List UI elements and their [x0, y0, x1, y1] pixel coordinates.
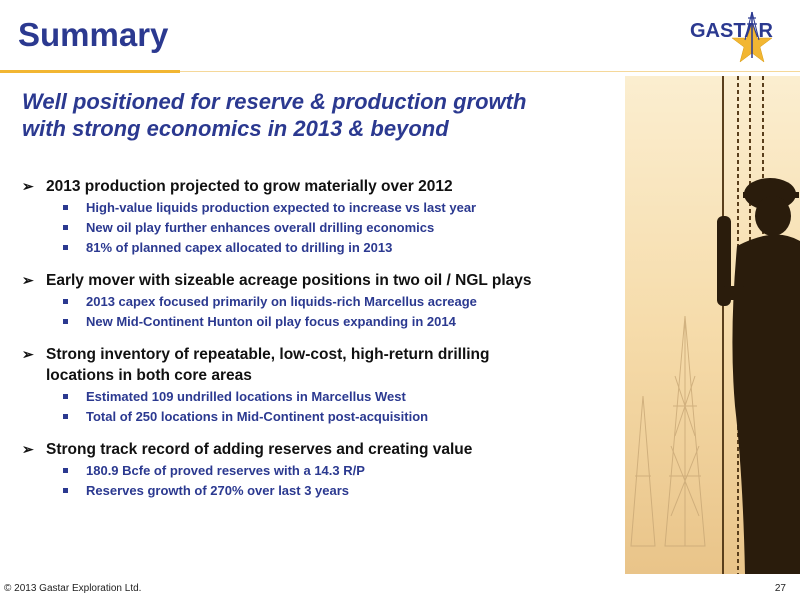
- sub-bullet-item: 81% of planned capex allocated to drilli…: [22, 238, 622, 258]
- bullet-text-line-2: locations in both core areas: [46, 367, 252, 384]
- square-bullet-icon: [63, 319, 68, 324]
- page-number: 27: [774, 583, 786, 594]
- bullet-text: 2013 production projected to grow materi…: [46, 178, 453, 195]
- arrow-bullet-icon: ➢: [22, 346, 34, 362]
- sub-bullet-text: 180.9 Bcfe of proved reserves with a 14.…: [86, 463, 365, 478]
- square-bullet-icon: [63, 245, 68, 250]
- sub-bullet-item: New Mid-Continent Hunton oil play focus …: [22, 312, 622, 332]
- sub-bullet-item: High-value liquids production expected t…: [22, 198, 622, 218]
- sub-bullet-item: New oil play further enhances overall dr…: [22, 218, 622, 238]
- summary-bullets: ➢ 2013 production projected to grow mate…: [22, 176, 622, 513]
- sub-bullet-text: New Mid-Continent Hunton oil play focus …: [86, 314, 456, 329]
- title-underline: [0, 70, 180, 73]
- sub-bullet-text: High-value liquids production expected t…: [86, 200, 477, 215]
- slide-subtitle: Well positioned for reserve & production…: [22, 88, 622, 142]
- bullet-group-production: ➢ 2013 production projected to grow mate…: [22, 176, 622, 258]
- subtitle-line-2: with strong economics in 2013 & beyond: [22, 116, 449, 141]
- sub-bullet-text: Reserves growth of 270% over last 3 year…: [86, 483, 350, 498]
- bullet-group-reserves: ➢ Strong track record of adding reserves…: [22, 439, 622, 501]
- sub-bullet-item: Estimated 109 undrilled locations in Mar…: [22, 387, 622, 407]
- page-title: Summary: [18, 16, 169, 53]
- sub-bullet-text: New oil play further enhances overall dr…: [86, 220, 435, 235]
- arrow-bullet-icon: ➢: [22, 441, 34, 457]
- sub-bullet-item: 2013 capex focused primarily on liquids-…: [22, 292, 622, 312]
- bullet-text: Strong track record of adding reserves a…: [46, 441, 473, 458]
- square-bullet-icon: [63, 414, 68, 419]
- arrow-bullet-icon: ➢: [22, 272, 34, 288]
- company-logo: GASTAR: [690, 10, 780, 63]
- bullet-text-line-1: Strong inventory of repeatable, low-cost…: [46, 346, 490, 363]
- subtitle-line-1: Well positioned for reserve & production…: [22, 89, 527, 114]
- sub-bullet-text: Estimated 109 undrilled locations in Mar…: [86, 389, 406, 404]
- sub-bullet-text: Total of 250 locations in Mid-Continent …: [86, 409, 429, 424]
- bullet-item: ➢ Strong inventory of repeatable, low-co…: [22, 344, 622, 386]
- bullet-text: Early mover with sizeable acreage positi…: [46, 272, 532, 289]
- sub-bullet-text: 81% of planned capex allocated to drilli…: [86, 240, 393, 255]
- bullet-group-acreage: ➢ Early mover with sizeable acreage posi…: [22, 270, 622, 332]
- bullet-group-inventory: ➢ Strong inventory of repeatable, low-co…: [22, 344, 622, 427]
- bullet-item: ➢ Early mover with sizeable acreage posi…: [22, 270, 622, 291]
- sub-bullet-item: 180.9 Bcfe of proved reserves with a 14.…: [22, 461, 622, 481]
- arrow-bullet-icon: ➢: [22, 178, 34, 194]
- sub-bullet-item: Reserves growth of 270% over last 3 year…: [22, 481, 622, 501]
- square-bullet-icon: [63, 205, 68, 210]
- square-bullet-icon: [63, 488, 68, 493]
- square-bullet-icon: [63, 225, 68, 230]
- bullet-item: ➢ 2013 production projected to grow mate…: [22, 176, 622, 197]
- copyright-footer: © 2013 Gastar Exploration Ltd.: [4, 583, 142, 594]
- sub-bullet-item: Total of 250 locations in Mid-Continent …: [22, 407, 622, 427]
- sub-bullet-text: 2013 capex focused primarily on liquids-…: [86, 294, 477, 309]
- oil-worker-photo: [625, 76, 800, 574]
- square-bullet-icon: [63, 468, 68, 473]
- square-bullet-icon: [63, 299, 68, 304]
- title-divider: [180, 71, 800, 72]
- bullet-item: ➢ Strong track record of adding reserves…: [22, 439, 622, 460]
- star-logo-icon: [731, 11, 773, 63]
- square-bullet-icon: [63, 394, 68, 399]
